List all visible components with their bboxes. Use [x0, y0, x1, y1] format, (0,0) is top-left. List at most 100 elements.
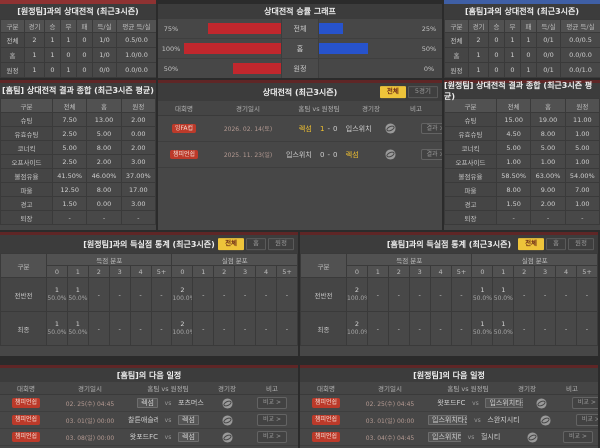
teams-cell: 왓포드FC vs 렉섬: [128, 432, 208, 442]
row-label: 원정: [444, 62, 469, 78]
compare-button[interactable]: 비교 >: [257, 414, 287, 426]
stat-cell: -: [120, 210, 156, 225]
stadium-icon[interactable]: [385, 149, 396, 160]
stadium-icon[interactable]: [536, 397, 547, 409]
row-label: 슈팅: [0, 112, 53, 127]
panel-goal-stats-vs-away: [원정팀]과의 득실점 통계 (최근3시즌) 전체 홈 원정 구분 득점 분포 실점 분…: [0, 232, 298, 356]
list-header: 대회명 경기일시 홈팀 vs 원정팀 경기장 비고: [300, 382, 598, 395]
panel-title: [홈팀]과의 득실점 통계 (최근3시즌) 전체 홈 원정: [300, 235, 598, 253]
stat-cell: 13.00: [86, 112, 122, 127]
compare-button[interactable]: 비교 >: [562, 431, 593, 443]
stadium-icon[interactable]: [527, 431, 539, 443]
stat-cell: 2.00: [86, 154, 122, 169]
row-label: 볼점유율: [444, 168, 497, 183]
row-label: 오프사이드: [0, 154, 53, 169]
schedule-list: 대회명 경기일시 홈팀 vs 원정팀 경기장 비고 챔피언쉽 02. 25(수) 04:45…: [300, 382, 598, 446]
winrate-row: 75% 전체 25%: [158, 19, 442, 39]
panel-title-text: [원정팀]과의 상대전적 (최근3시즌): [17, 7, 139, 16]
bin-header-row: 0 1 2 3 4 5+ 0 1 2 3 4 5+: [1, 265, 298, 278]
goal-cell: -: [555, 277, 577, 312]
away-team-name: 포츠머스: [178, 399, 204, 407]
stat-cell: 1: [504, 47, 521, 63]
row-label: 경고: [0, 196, 53, 211]
column-header: 대회명: [17, 385, 35, 393]
stadium-icon[interactable]: [540, 414, 551, 426]
stats-table: 구분 전체 홈 원정 슈팅 15.00 19.00 11.00 유효슈팅 4.50 8.00 1.00…: [444, 98, 600, 225]
goal-cell: -: [429, 311, 452, 346]
filter-tab[interactable]: 5경기: [407, 86, 438, 98]
row-label: 최종: [0, 311, 47, 346]
filter-tab[interactable]: 전체: [379, 86, 406, 98]
stadium-icon[interactable]: [221, 414, 233, 426]
stat-cell: 0: [488, 62, 505, 78]
stat-cell: 0.00: [86, 196, 122, 211]
goal-cell: 1 50.0%: [66, 277, 89, 312]
bin-header: 3: [534, 265, 557, 278]
result-button[interactable]: 결과 >: [420, 122, 442, 135]
goal-cell: 1 50.0%: [471, 311, 494, 346]
header-row: 구분 경기 승 무 패 득/실 평균 득/실: [0, 19, 156, 33]
home-team-name: 입스위치타운: [428, 432, 461, 442]
summary-table-container: 구분 전체 홈 원정 슈팅 7.50 13.00 2.00 유효슈팅 2.50 5.00 0.00 코너…: [0, 98, 156, 225]
venue-cell: [208, 397, 246, 409]
data-row: 볼점유율 41.50% 46.00% 37.00%: [0, 168, 156, 183]
home-winrate-value: 75%: [163, 24, 179, 33]
panel-schedule-away: [원정팀]의 다음 일정 대회명 경기일시 홈팀 vs 원정팀 경기장 비고 챔피언쉽 02…: [300, 365, 598, 448]
panel-title: [홈팀]과의 상대전적 (최근3시즌): [444, 4, 600, 19]
column-header: 비고: [410, 105, 422, 113]
stat-cell: 1.00: [564, 196, 600, 211]
list-header: 대회명 경기일시 홈팀 vs 원정팀 경기장 비고: [158, 101, 442, 116]
filter-tab[interactable]: 전체: [218, 238, 245, 250]
compare-button[interactable]: 비교 >: [257, 431, 287, 443]
stat-cell: 46.00%: [86, 168, 122, 183]
stadium-icon[interactable]: [385, 123, 396, 134]
header-row: 구분 전체 홈 원정: [444, 98, 600, 113]
result-button[interactable]: 결과 >: [420, 148, 442, 161]
count: 1: [54, 286, 60, 295]
panel-title: [홈팀] 상대전적 결과 종합 (최근3시즌 평균): [0, 83, 156, 98]
compare-button[interactable]: 비교 >: [257, 397, 287, 409]
stat-cell: 3.00: [120, 154, 156, 169]
bin-header-row: 0 1 2 3 4 5+ 0 1 2 3 4 5+: [301, 265, 598, 278]
filter-tabs: 전체 홈 원정: [518, 238, 594, 250]
league-badge: 잉FA컵: [171, 123, 197, 134]
goal-cell: -: [387, 311, 410, 346]
stat-cell: 0: [76, 47, 93, 63]
data-row: 파울 8.00 9.00 7.00: [444, 182, 600, 197]
row-label: 최종: [300, 311, 347, 346]
winrate-chart: 75% 전체 25% 100% 홈 50% 50% 원정 0%: [158, 19, 442, 78]
data-row: 오프사이드 2.50 2.00 3.00: [0, 154, 156, 169]
compare-button[interactable]: 비교 >: [571, 397, 598, 409]
bin-header: 4: [129, 265, 152, 278]
column-header: 패: [520, 19, 537, 33]
column-header: 전체: [51, 98, 88, 113]
filter-tab[interactable]: 홈: [246, 238, 267, 250]
data-row: 경고 1.50 2.00 1.00: [444, 196, 600, 211]
teams-cell: 왓포드FC vs 입스위치타운: [428, 398, 523, 408]
stadium-icon[interactable]: [221, 397, 233, 409]
filter-tab[interactable]: 전체: [518, 238, 545, 250]
home-team-name: 입스위치타운: [428, 415, 468, 425]
record-table-container: 구분 경기 승 무 패 득/실 평균 득/실 전체 2 1 1 0 1/0 0.5/0.0 홈 1 1 0 0 1/0…: [0, 19, 156, 78]
home-team-name: 왓포드FC: [437, 399, 466, 407]
goal-cell: -: [87, 311, 110, 346]
compare-button[interactable]: 비교 >: [575, 414, 598, 426]
data-row: 코너킥 5.00 8.00 2.00: [0, 140, 156, 155]
filter-tab[interactable]: 홈: [546, 238, 567, 250]
goal-cell: -: [192, 311, 215, 346]
stadium-icon[interactable]: [221, 431, 233, 443]
accent-bar: [0, 232, 298, 235]
stat-cell: 1: [24, 62, 45, 78]
bin-header: 0: [46, 265, 68, 278]
panel-schedule-home: [홈팀]의 다음 일정 대회명 경기일시 홈팀 vs 원정팀 경기장 비고 챔피언쉽 02.…: [0, 365, 298, 448]
bin-header: 0: [471, 265, 494, 278]
filter-tab[interactable]: 원정: [268, 238, 294, 250]
away-bar-area: [319, 63, 416, 74]
filter-tab[interactable]: 원정: [568, 238, 594, 250]
goal-cell: -: [534, 277, 557, 312]
count: 1: [501, 286, 506, 295]
